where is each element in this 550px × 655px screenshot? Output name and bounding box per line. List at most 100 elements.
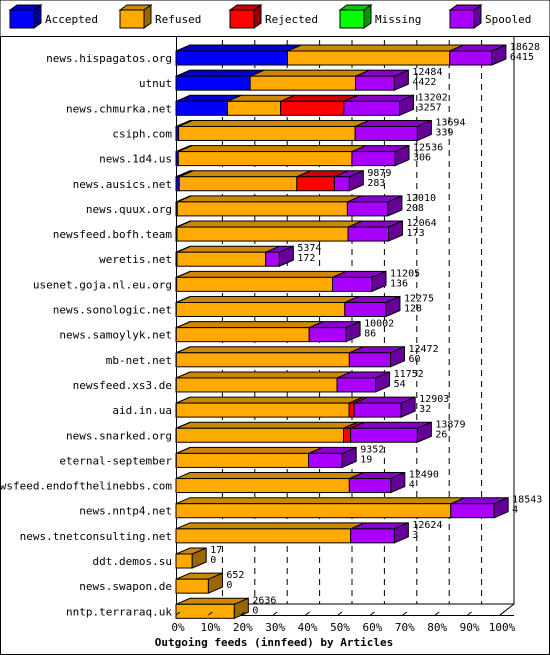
accepted-count-usenet-goja-nl-eu-org: 136 <box>390 278 408 289</box>
legend-swatch-accepted <box>9 9 35 29</box>
bar-top-refused-csiph-com <box>178 119 370 127</box>
accepted-count-newsfeed-endofthelinebbs-com: 4 <box>409 480 415 491</box>
offered-count-news-ausics-net: 9879 <box>367 168 391 179</box>
bar-side-mb-net-net <box>389 346 405 368</box>
bar-refused-usenet-goja-nl-eu-org <box>176 276 333 292</box>
bar-spooled-news-samoylyk-net <box>308 327 347 343</box>
bar-refused-newsfeed-bofh-team <box>176 226 349 242</box>
category-label-ddt-demos-su: ddt.demos.su <box>93 555 172 568</box>
bar-side-eternal-september <box>341 446 357 469</box>
bar-refused-weretis-net <box>176 251 267 267</box>
offered-count-news-snarked-org: 13879 <box>435 419 465 430</box>
bar-side-nntp-terraraq-uk <box>233 597 249 620</box>
category-label-news-tnetconsulting-net: news.tnetconsulting.net <box>20 530 172 543</box>
bar-side-news-tnetconsulting-net <box>393 522 409 544</box>
bar-top-refused-utnut <box>249 69 370 77</box>
bar-side-ddt-demos-su <box>191 547 207 569</box>
bar-side-news-snarked-org <box>416 421 432 444</box>
bar-spooled-utnut <box>354 75 395 91</box>
bar-spooled-weretis-net <box>265 251 280 267</box>
bar-side-newsfeed-endofthelinebbs-com <box>390 471 406 494</box>
bar-side-news-sonologic-net <box>385 295 401 318</box>
bar-row-news-chmurka-net <box>175 94 415 117</box>
bar-side-weretis-net <box>278 245 294 267</box>
legend-item-refused: Refused <box>118 4 201 29</box>
bar-spooled-news-1d4-us <box>351 151 396 167</box>
accepted-count-news-sonologic-net: 128 <box>404 304 422 315</box>
offered-count-nntp-terraraq-uk: 2636 <box>252 595 276 606</box>
legend-label-rejected: Rejected <box>265 13 318 26</box>
category-label-weretis-net: weretis.net <box>99 253 172 266</box>
bar-refused-eternal-september <box>175 452 310 468</box>
bar-row-nntp-terraraq-uk <box>175 597 249 620</box>
category-label-news-samoylyk-net: news.samoylyk.net <box>59 329 172 342</box>
bar-rejected-news-snarked-org <box>343 427 352 443</box>
bar-refused-news-hispagatos-org <box>286 50 451 66</box>
bar-side-news-chmurka-net <box>399 94 415 117</box>
bar-top-refused-newsfeed-bofh-team <box>176 220 363 228</box>
bar-refused-mb-net-net <box>175 352 350 368</box>
x-tick-label: 50% <box>330 621 350 634</box>
category-label-mb-net-net: mb-net.net <box>106 354 172 367</box>
category-label-news-sonologic-net: news.sonologic.net <box>53 304 172 317</box>
bar-side-news-hispagatos-org <box>491 44 507 66</box>
bar-row-weretis-net <box>175 245 294 267</box>
bar-rejected-news-chmurka-net <box>280 100 345 116</box>
bar-row-news-1d4-us <box>175 144 410 167</box>
legend-swatch-missing <box>339 9 365 29</box>
x-tick-mark <box>208 611 213 616</box>
offered-count-news-samoylyk-net: 10002 <box>364 319 394 330</box>
bar-row-news-sonologic-net <box>175 295 401 318</box>
accepted-count-news-chmurka-net: 3257 <box>418 102 442 113</box>
bar-top-accepted-news-hispagatos-org <box>175 44 302 52</box>
bar-refused-newsfeed-endofthelinebbs-com <box>175 478 350 494</box>
bar-top-refused-news-quux-org <box>177 195 362 203</box>
bar-refused-newsfeed-xs3-de <box>175 377 338 393</box>
bar-row-news-swapon-de <box>175 572 223 594</box>
bar-row-news-samoylyk-net <box>175 320 361 343</box>
bar-refused-news-samoylyk-net <box>175 327 310 343</box>
accepted-count-news-hispagatos-org: 6415 <box>510 52 534 63</box>
legend-label-accepted: Accepted <box>45 13 98 26</box>
x-tick-mark <box>337 611 343 616</box>
category-label-aid-in-ua: aid.in.ua <box>112 404 172 417</box>
category-label-news-hispagatos-org: news.hispagatos.org <box>46 52 172 65</box>
offered-count-news-hispagatos-org: 18628 <box>510 42 540 53</box>
bar-side-news-samoylyk-net <box>345 320 361 343</box>
x-tick-mark <box>370 611 375 616</box>
bar-spooled-news-hispagatos-org <box>449 50 493 66</box>
accepted-count-news-snarked-org: 26 <box>435 429 447 440</box>
bar-top-refused-mb-net-net <box>176 346 364 354</box>
category-label-news-ausics-net: news.ausics.net <box>73 178 172 191</box>
bar-row-usenet-goja-nl-eu-org <box>175 270 387 293</box>
legend-swatch-rejected <box>229 9 255 29</box>
accepted-count-news-quux-org: 208 <box>406 203 424 214</box>
bar-side-aid-in-ua <box>400 396 416 418</box>
x-tick-labels: 0% 10% 20% 30% 40% 50% 60% 70% 80% 90% 100% <box>171 611 516 634</box>
bar-top-refused-news-snarked-org <box>176 421 358 429</box>
bar-side-newsfeed-xs3-de <box>375 371 391 393</box>
bar-side-news-1d4-us <box>394 144 410 167</box>
bar-spooled-aid-in-ua <box>353 402 402 418</box>
offered-count-news-quux-org: 12010 <box>406 193 436 204</box>
bar-row-news-nntp4-net <box>175 496 509 519</box>
offered-count-news-chmurka-net: 13202 <box>418 92 448 103</box>
bar-refused-news-nntp4-net <box>175 503 452 519</box>
bar-top-refused-news-sonologic-net <box>176 296 360 303</box>
bar-top-refused-weretis-net <box>176 245 280 253</box>
bar-row-news-quux-org <box>175 195 403 217</box>
bar-refused-ddt-demos-su <box>175 553 193 569</box>
category-label-news-snarked-org: news.snarked.org <box>66 429 172 442</box>
bar-row-csiph-com <box>175 119 432 142</box>
bar-spooled-csiph-com <box>354 125 418 141</box>
category-label-eternal-september: eternal-september <box>59 454 172 467</box>
category-label-newsfeed-bofh-team: newsfeed.bofh.team <box>53 228 173 241</box>
bar-row-news-tnetconsulting-net <box>175 522 409 544</box>
bar-refused-news-snarked-org <box>175 427 345 443</box>
bar-refused-news-tnetconsulting-net <box>175 528 352 544</box>
bar-spooled-newsfeed-bofh-team <box>347 226 390 242</box>
accepted-count-eternal-september: 19 <box>360 454 372 465</box>
bar-side-newsfeed-bofh-team <box>388 220 404 242</box>
bar-top-refused-news-tnetconsulting-net <box>175 522 365 530</box>
